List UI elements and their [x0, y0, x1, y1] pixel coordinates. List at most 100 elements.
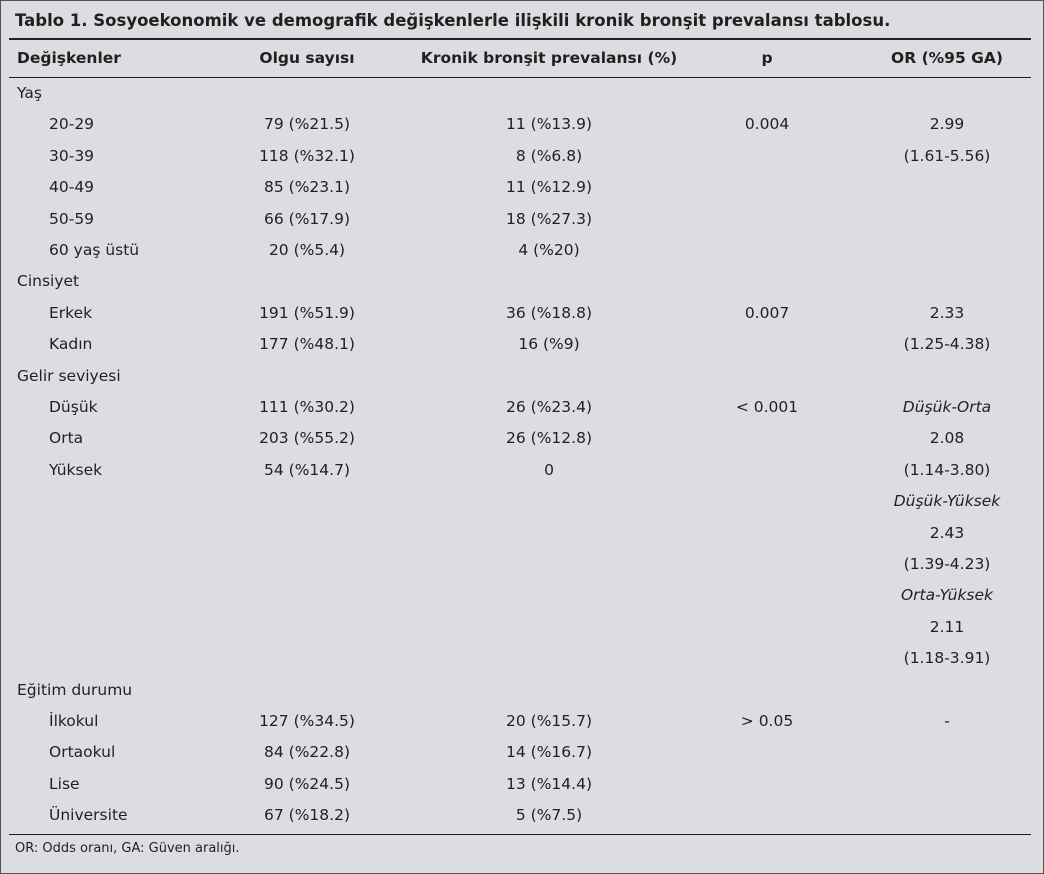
cell-prevalence: 26 (%12.8) [506, 429, 592, 448]
table-row: 30-39 118 (%32.1) 8 (%6.8) (1.61-5.56) [1, 143, 1043, 174]
cell-prevalence: 16 (%9) [518, 335, 580, 354]
table-row: 50-59 66 (%17.9) 18 (%27.3) [1, 206, 1043, 237]
cell-case-count: 79 (%21.5) [264, 115, 350, 134]
cell-or: (1.61-5.56) [903, 146, 991, 165]
cell-prevalence: 36 (%18.8) [506, 303, 592, 322]
group-row: Yaş [1, 80, 1043, 111]
cell-variable: Gelir seviyesi [17, 366, 121, 385]
cell-p: 0.004 [744, 115, 790, 134]
table-row: Orta 203 (%55.2) 26 (%12.8) 2.08 [1, 425, 1043, 456]
cell-prevalence: 0 [544, 460, 554, 479]
cell-prevalence: 4 (%20) [518, 241, 580, 259]
table-row: Lise 90 (%24.5) 13 (%14.4) [1, 771, 1043, 802]
table-row: Yüksek 54 (%14.7) 0 (1.14-3.80) [1, 457, 1043, 488]
header-p: p [761, 49, 773, 67]
cell-case-count: 85 (%23.1) [264, 178, 350, 197]
cell-variable: Ortaokul [49, 743, 116, 762]
cell-variable: Eğitim durumu [17, 680, 133, 699]
footnote: OR: Odds oranı, GA: Güven aralığı. [15, 841, 240, 856]
table-row: (1.39-4.23) [1, 551, 1043, 582]
cell-variable: Kadın [49, 335, 93, 354]
top-rule [9, 38, 1031, 40]
cell-or: (1.14-3.80) [903, 460, 991, 479]
cell-variable: 40-49 [49, 178, 95, 197]
table-row: Düşük 111 (%30.2) 26 (%23.4) < 0.001 Düşük-O… [1, 394, 1043, 425]
table-row: (1.18-3.91) [1, 645, 1043, 676]
table-row: İlkokul 127 (%34.5) 20 (%15.7) > 0.05 - [1, 708, 1043, 739]
table-row: Erkek 191 (%51.9) 36 (%18.8) 0.007 2.33 [1, 300, 1043, 331]
bottom-rule [9, 834, 1031, 835]
cell-prevalence: 11 (%13.9) [506, 115, 592, 134]
cell-prevalence: 14 (%16.7) [506, 743, 592, 762]
cell-case-count: 118 (%32.1) [259, 146, 355, 165]
table-row: Kadın 177 (%48.1) 16 (%9) (1.25-4.38) [1, 331, 1043, 362]
cell-prevalence: 11 (%12.9) [506, 178, 592, 197]
cell-or: 2.33 [929, 303, 965, 322]
cell-prevalence: 13 (%14.4) [506, 774, 592, 793]
cell-variable: 50-59 [49, 209, 95, 228]
header-prevalence: Kronik bronşit prevalansı (%) [420, 49, 678, 67]
cell-case-count: 127 (%34.5) [259, 712, 355, 730]
cell-variable: Erkek [49, 303, 93, 322]
cell-variable: Orta [49, 429, 84, 448]
cell-variable: Lise [49, 774, 80, 793]
cell-or: - [944, 712, 950, 730]
cell-case-count: 90 (%24.5) [264, 774, 350, 793]
group-row: Eğitim durumu [1, 677, 1043, 708]
table-row: 2.11 [1, 614, 1043, 645]
header-row: Değişkenler Olgu sayısı Kronik bronşit p… [1, 45, 1043, 76]
cell-or: Düşük-Orta [902, 398, 992, 416]
header-rule [9, 77, 1031, 78]
cell-case-count: 191 (%51.9) [259, 303, 355, 322]
cell-variable: İlkokul [49, 712, 99, 730]
cell-prevalence: 26 (%23.4) [506, 398, 592, 416]
cell-p: 0.007 [744, 303, 790, 322]
cell-or: 2.11 [929, 617, 965, 636]
cell-or: 2.99 [929, 115, 965, 134]
header-case-count: Olgu sayısı [259, 49, 355, 67]
cell-case-count: 84 (%22.8) [264, 743, 350, 762]
cell-case-count: 66 (%17.9) [264, 209, 350, 228]
table-row: 60 yaş üstü 20 (%5.4) 4 (%20) [1, 237, 1043, 268]
cell-variable: 60 yaş üstü [49, 241, 140, 259]
cell-case-count: 111 (%30.2) [259, 398, 355, 416]
cell-prevalence: 18 (%27.3) [506, 209, 592, 228]
cell-or: 2.08 [929, 429, 965, 448]
cell-prevalence: 8 (%6.8) [515, 146, 583, 165]
group-row: Gelir seviyesi [1, 363, 1043, 394]
cell-or: Orta-Yüksek [900, 586, 994, 605]
cell-case-count: 177 (%48.1) [259, 335, 355, 354]
cell-case-count: 203 (%55.2) [259, 429, 355, 448]
cell-variable: Üniversite [49, 806, 128, 825]
cell-variable: Cinsiyet [17, 272, 80, 291]
cell-variable: 20-29 [49, 115, 95, 134]
table-row: Orta-Yüksek [1, 582, 1043, 613]
table-row: Üniversite 67 (%18.2) 5 (%7.5) [1, 802, 1043, 833]
table-row: Ortaokul 84 (%22.8) 14 (%16.7) [1, 739, 1043, 770]
cell-variable: 30-39 [49, 146, 95, 165]
cell-p: > 0.05 [740, 712, 794, 730]
cell-variable: Yaş [17, 84, 42, 102]
cell-variable: Düşük [49, 398, 98, 416]
cell-or: (1.25-4.38) [903, 335, 991, 354]
header-or: OR (%95 GA) [891, 49, 1003, 67]
cell-prevalence: 20 (%15.7) [506, 712, 592, 730]
cell-or: (1.39-4.23) [903, 555, 991, 573]
cell-or: (1.18-3.91) [903, 649, 991, 668]
table-row: 40-49 85 (%23.1) 11 (%12.9) [1, 174, 1043, 205]
cell-or: 2.43 [929, 523, 965, 542]
cell-prevalence: 5 (%7.5) [515, 806, 583, 825]
table-title: Tablo 1. Sosyoekonomik ve demografik değ… [15, 11, 891, 30]
cell-case-count: 67 (%18.2) [264, 806, 350, 825]
cell-case-count: 20 (%5.4) [268, 241, 346, 259]
cell-case-count: 54 (%14.7) [264, 460, 350, 479]
group-row: Cinsiyet [1, 268, 1043, 299]
header-variables: Değişkenler [17, 49, 121, 67]
table-row: 20-29 79 (%21.5) 11 (%13.9) 0.004 2.99 [1, 111, 1043, 142]
cell-p: < 0.001 [735, 398, 799, 416]
cell-or: Düşük-Yüksek [893, 492, 1001, 511]
table-row: 2.43 [1, 520, 1043, 551]
cell-variable: Yüksek [49, 460, 103, 479]
table-row: Düşük-Yüksek [1, 488, 1043, 519]
